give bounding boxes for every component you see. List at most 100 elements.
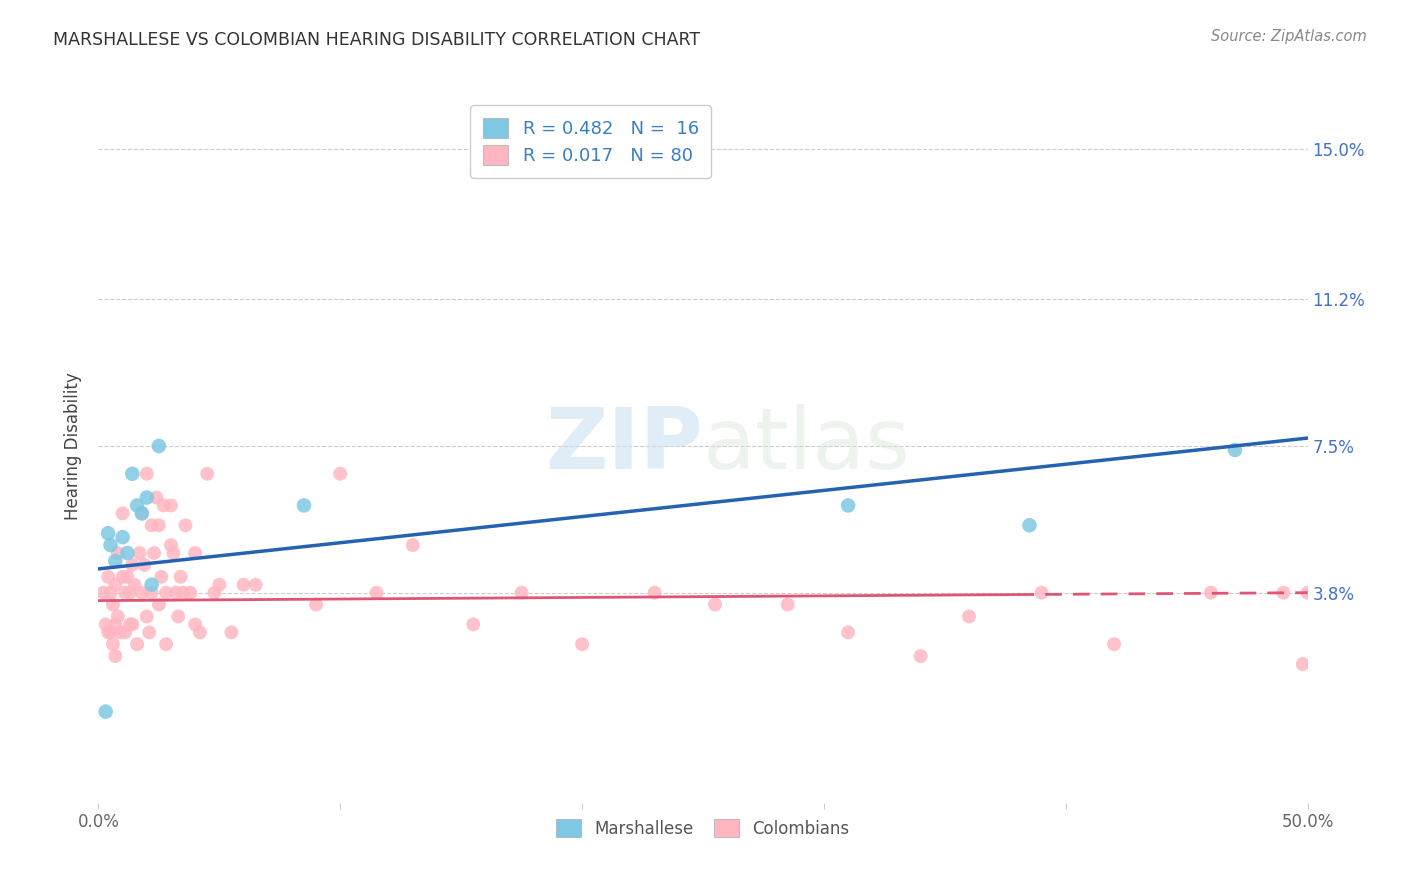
Point: [128, 546, 150, 560]
Point: [837, 499, 859, 513]
Point: [910, 649, 932, 664]
Point: [162, 546, 184, 560]
Point: [111, 530, 134, 544]
Point: [150, 570, 173, 584]
Point: [571, 637, 593, 651]
Point: [188, 625, 211, 640]
Y-axis label: Hearing Disability: Hearing Disability: [65, 372, 83, 520]
Point: [155, 585, 177, 599]
Point: [107, 546, 129, 560]
Legend: Marshallese, Colombians: Marshallese, Colombians: [550, 813, 856, 845]
Point: [141, 585, 163, 599]
Point: [644, 585, 666, 599]
Point: [510, 585, 533, 599]
Point: [402, 538, 425, 552]
Point: [165, 585, 187, 599]
Point: [131, 507, 153, 521]
Point: [145, 491, 167, 505]
Text: MARSHALLESE VS COLOMBIAN HEARING DISABILITY CORRELATION CHART: MARSHALLESE VS COLOMBIAN HEARING DISABIL…: [53, 31, 700, 49]
Point: [104, 578, 127, 592]
Point: [152, 499, 174, 513]
Point: [134, 558, 156, 572]
Point: [1199, 585, 1222, 599]
Point: [1301, 585, 1323, 599]
Point: [138, 625, 160, 640]
Point: [704, 598, 727, 612]
Point: [463, 617, 485, 632]
Point: [208, 578, 231, 592]
Point: [94, 705, 117, 719]
Point: [121, 467, 143, 481]
Point: [143, 546, 166, 560]
Point: [131, 585, 153, 599]
Point: [1018, 518, 1040, 533]
Point: [305, 598, 328, 612]
Point: [97, 526, 120, 541]
Point: [155, 637, 177, 651]
Point: [1272, 585, 1295, 599]
Point: [111, 570, 134, 584]
Point: [104, 649, 127, 664]
Point: [100, 538, 122, 552]
Point: [1223, 442, 1246, 457]
Point: [167, 609, 190, 624]
Point: [127, 637, 149, 651]
Point: [118, 617, 141, 632]
Point: [184, 617, 207, 632]
Point: [97, 625, 120, 640]
Point: [245, 578, 267, 592]
Point: [957, 609, 980, 624]
Point: [100, 625, 122, 640]
Point: [776, 598, 799, 612]
Point: [127, 499, 149, 513]
Point: [148, 518, 170, 533]
Point: [179, 585, 201, 599]
Point: [121, 558, 143, 572]
Point: [114, 585, 136, 599]
Point: [169, 570, 191, 584]
Point: [108, 625, 131, 640]
Point: [232, 578, 254, 592]
Point: [172, 585, 194, 599]
Point: [184, 546, 207, 560]
Point: [204, 585, 226, 599]
Point: [174, 518, 197, 533]
Point: [101, 637, 124, 651]
Point: [1031, 585, 1053, 599]
Point: [148, 598, 170, 612]
Point: [141, 578, 163, 592]
Point: [135, 491, 157, 505]
Point: [141, 518, 163, 533]
Point: [160, 538, 183, 552]
Text: atlas: atlas: [703, 404, 911, 488]
Point: [107, 609, 129, 624]
Point: [148, 439, 170, 453]
Point: [91, 585, 114, 599]
Point: [135, 609, 157, 624]
Point: [131, 507, 153, 521]
Point: [114, 625, 136, 640]
Text: ZIP: ZIP: [546, 404, 703, 488]
Point: [97, 570, 120, 584]
Point: [121, 617, 143, 632]
Text: Source: ZipAtlas.com: Source: ZipAtlas.com: [1211, 29, 1367, 44]
Point: [195, 467, 218, 481]
Point: [104, 617, 127, 632]
Point: [104, 554, 127, 568]
Point: [221, 625, 243, 640]
Point: [100, 585, 122, 599]
Point: [118, 585, 141, 599]
Point: [117, 546, 139, 560]
Point: [292, 499, 315, 513]
Point: [94, 617, 117, 632]
Point: [111, 507, 134, 521]
Point: [837, 625, 859, 640]
Point: [366, 585, 388, 599]
Point: [160, 499, 183, 513]
Point: [101, 598, 124, 612]
Point: [1296, 585, 1319, 599]
Point: [135, 467, 157, 481]
Point: [329, 467, 352, 481]
Point: [117, 570, 139, 584]
Point: [1292, 657, 1315, 671]
